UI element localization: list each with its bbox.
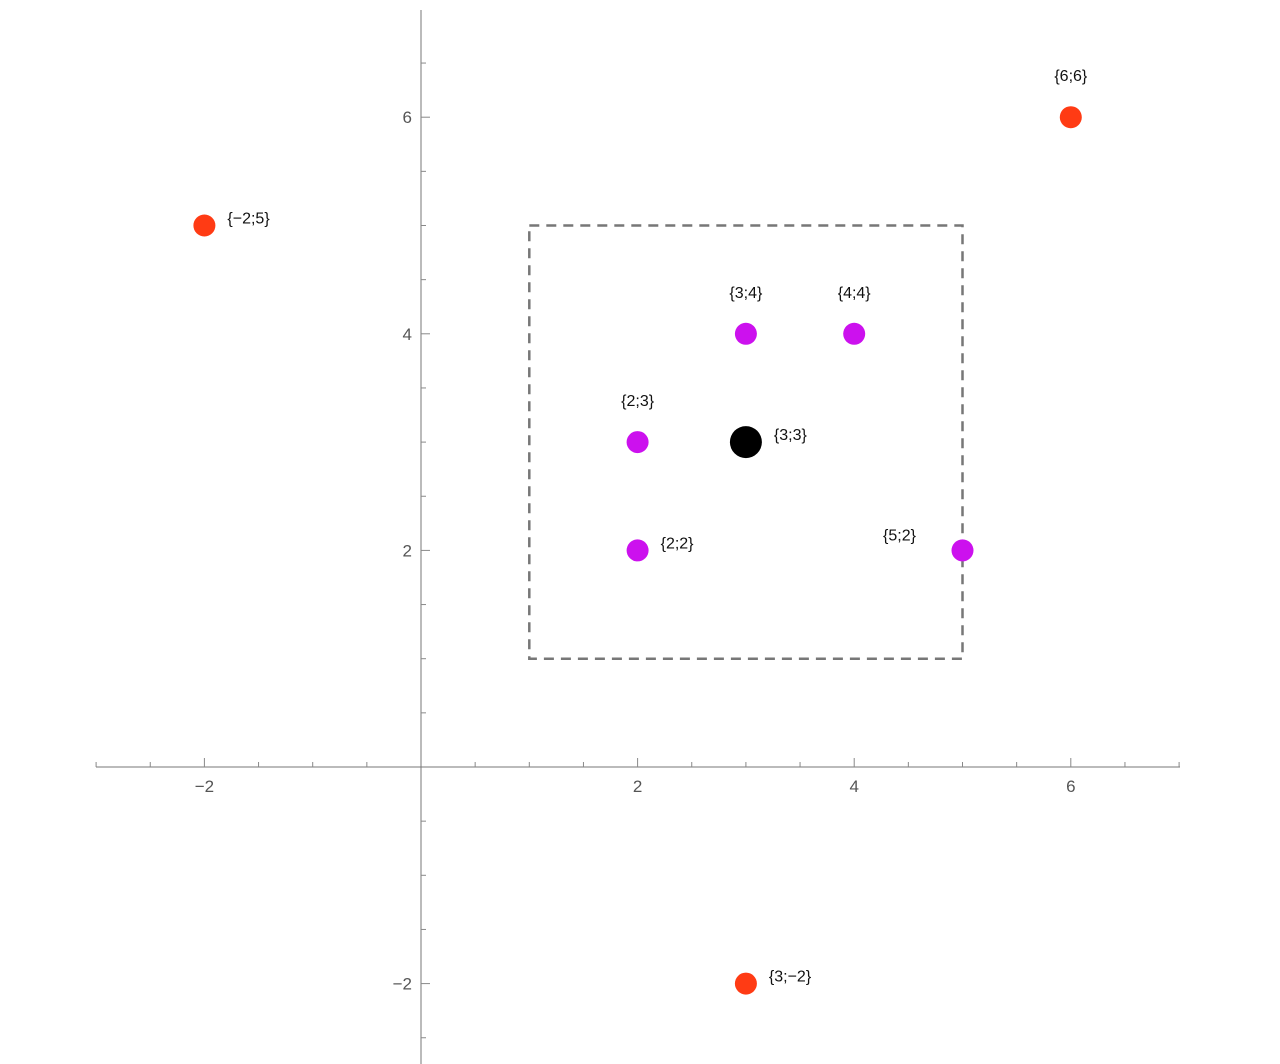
- point-label: {4;4}: [838, 285, 872, 302]
- dashed-region: [528, 224, 964, 660]
- x-tick-label: 4: [849, 777, 858, 796]
- point-label: {3;4}: [729, 285, 763, 302]
- y-tick-label: 4: [403, 325, 412, 344]
- point-label: {2;3}: [621, 393, 655, 410]
- data-point: [626, 431, 649, 454]
- point-label: {2;2}: [661, 535, 695, 552]
- data-point: [951, 539, 974, 562]
- y-tick-label: 2: [403, 541, 412, 560]
- y-tick-label: −2: [393, 975, 412, 994]
- data-point: [734, 972, 757, 995]
- point-label: {6;6}: [1054, 68, 1088, 85]
- x-tick-label: 2: [633, 777, 642, 796]
- data-point: [626, 539, 649, 562]
- axes: −2 2 4 6 −2 2 4 6: [95, 10, 1180, 1064]
- x-tick-label: −2: [195, 777, 214, 796]
- data-point: [193, 214, 216, 237]
- point-label: {3;3}: [774, 427, 808, 444]
- point-labels: {−2;5} {6;6} {3;−2} {3;4} {4;4} {2;3} {2;2} {5;…: [227, 68, 1088, 985]
- data-point: [1059, 106, 1082, 129]
- point-label: {5;2}: [883, 527, 917, 544]
- x-tick-label: 6: [1066, 777, 1075, 796]
- y-tick-label: 6: [403, 108, 412, 127]
- dashed-square: [528, 224, 964, 660]
- data-point: [734, 322, 757, 345]
- data-points: [193, 106, 1082, 995]
- data-point: [843, 322, 866, 345]
- point-label: {−2;5}: [227, 211, 270, 228]
- point-label: {3;−2}: [769, 969, 812, 986]
- data-point: [729, 426, 762, 459]
